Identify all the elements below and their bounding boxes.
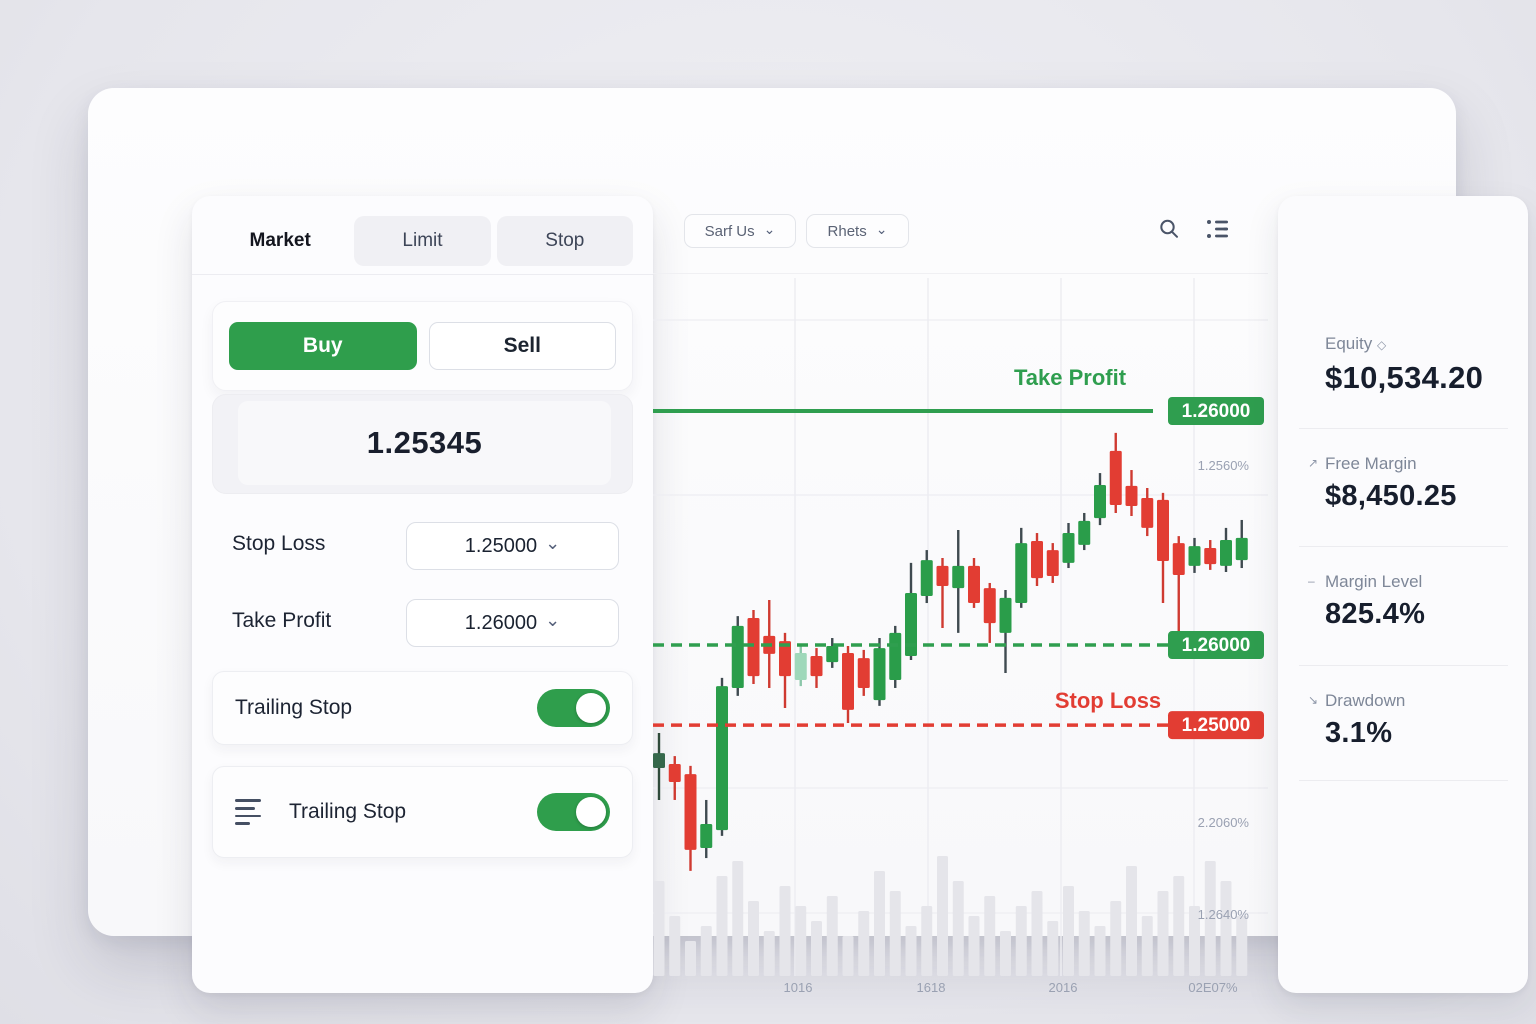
x-axis-tick: 1618	[916, 980, 946, 995]
trailing-stop-label: Trailing Stop	[235, 696, 353, 719]
timeframe-select-value: Rhets	[827, 222, 867, 240]
tab-limit[interactable]: Limit	[354, 216, 491, 266]
chevron-down-icon: ⌄	[763, 221, 776, 237]
divider	[1299, 780, 1508, 781]
stop-loss-value: 1.25000	[464, 534, 538, 557]
sell-button[interactable]: Sell	[428, 322, 616, 370]
free-margin-label: Free Margin	[1325, 454, 1417, 473]
stop-loss-label: Stop Loss	[232, 532, 326, 555]
equity-label: Equity	[1325, 334, 1373, 353]
buy-button[interactable]: Buy	[229, 322, 417, 370]
candlestick-chart[interactable]: 1.26000 Take Profit 1.26000 1.25000 Stop Los…	[653, 278, 1268, 978]
menu-icon	[235, 799, 263, 825]
divider	[192, 274, 653, 275]
margin-level-label: Margin Level	[1325, 572, 1423, 591]
dash-icon: –	[1308, 574, 1315, 588]
margin-level-value: 825.4%	[1325, 598, 1426, 630]
chart-x-axis: 1016 1618 2016 02E07%	[653, 978, 1268, 1004]
chevron-down-icon: ⌄	[545, 610, 561, 630]
x-axis-tick: 2016	[1048, 980, 1078, 995]
stop-loss-row: Stop Loss 1.25000 ⌄	[212, 522, 633, 570]
divider	[1299, 428, 1508, 429]
toggle-knob	[576, 797, 606, 827]
order-panel: Market Limit Stop Buy Sell 1.25345 Stop …	[192, 196, 653, 993]
toggle-knob	[576, 693, 606, 723]
trailing-stop-row-1: Trailing Stop	[212, 671, 633, 745]
take-profit-dropdown[interactable]: 1.26000 ⌄	[406, 599, 619, 647]
trailing-stop-label: Trailing Stop	[289, 800, 407, 823]
account-panel: Equity ◇ $10,534.20 ↗ Free Margin $8,450…	[1278, 196, 1528, 993]
tp-line-label: Take Profit	[1014, 365, 1127, 390]
chart-toolbar: Sarf Us ⌄ Rhets ⌄	[653, 196, 1268, 274]
current-price: 1.25345	[366, 425, 483, 460]
search-icon[interactable]	[1158, 218, 1180, 245]
take-profit-value: 1.26000	[464, 611, 538, 634]
buy-sell-card: Buy Sell	[212, 301, 633, 391]
stop-loss-dropdown[interactable]: 1.25000 ⌄	[406, 522, 619, 570]
sl-price-tag	[1168, 711, 1264, 740]
divider	[653, 273, 1268, 274]
svg-text:1.25000: 1.25000	[1182, 715, 1251, 736]
divider	[1299, 546, 1508, 547]
arrow-up-right-icon: ↗	[1308, 456, 1319, 470]
trailing-stop-toggle-2[interactable]	[537, 793, 610, 831]
x-axis-tick: 02E07%	[1188, 980, 1238, 995]
timeframe-select[interactable]: Rhets ⌄	[806, 214, 909, 248]
take-profit-row: Take Profit 1.26000 ⌄	[212, 599, 633, 647]
symbol-select[interactable]: Sarf Us ⌄	[684, 214, 796, 248]
drawdown-label: Drawdown	[1325, 691, 1406, 710]
take-profit-label: Take Profit	[232, 609, 332, 632]
mid-price-tag	[1168, 631, 1264, 660]
drawdown-value: 3.1%	[1325, 717, 1393, 749]
chevron-down-icon: ⌄	[875, 221, 888, 237]
x-axis-tick: 1016	[783, 980, 813, 995]
equity-value: $10,534.20	[1325, 360, 1484, 395]
order-type-tabs: Market Limit Stop	[212, 216, 633, 266]
symbol-select-value: Sarf Us	[704, 222, 755, 240]
trailing-stop-row-2: Trailing Stop	[212, 766, 633, 858]
svg-text:1.26000: 1.26000	[1182, 635, 1251, 656]
svg-text:2.2060%: 2.2060%	[1198, 815, 1250, 830]
divider	[1299, 665, 1508, 666]
trailing-stop-toggle-1[interactable]	[537, 689, 610, 727]
free-margin-value: $8,450.25	[1325, 480, 1457, 512]
tp-price-tag	[1168, 397, 1264, 425]
tab-market[interactable]: Market	[212, 216, 349, 266]
svg-text:1.2560%: 1.2560%	[1198, 458, 1250, 473]
app-window: Market Limit Stop Buy Sell 1.25345 Stop …	[88, 88, 1528, 995]
sl-line-label: Stop Loss	[1055, 688, 1161, 713]
svg-text:1.26000: 1.26000	[1182, 401, 1251, 422]
chevron-down-icon: ⌄	[545, 533, 561, 553]
price-display[interactable]: 1.25345	[238, 401, 611, 485]
arrow-down-right-icon: ↘	[1308, 693, 1319, 707]
svg-text:1.2640%: 1.2640%	[1198, 907, 1250, 922]
price-card: 1.25345	[212, 394, 633, 494]
list-settings-icon[interactable]	[1206, 218, 1230, 245]
tab-stop[interactable]: Stop	[496, 216, 633, 266]
diamond-icon: ◇	[1376, 338, 1387, 352]
